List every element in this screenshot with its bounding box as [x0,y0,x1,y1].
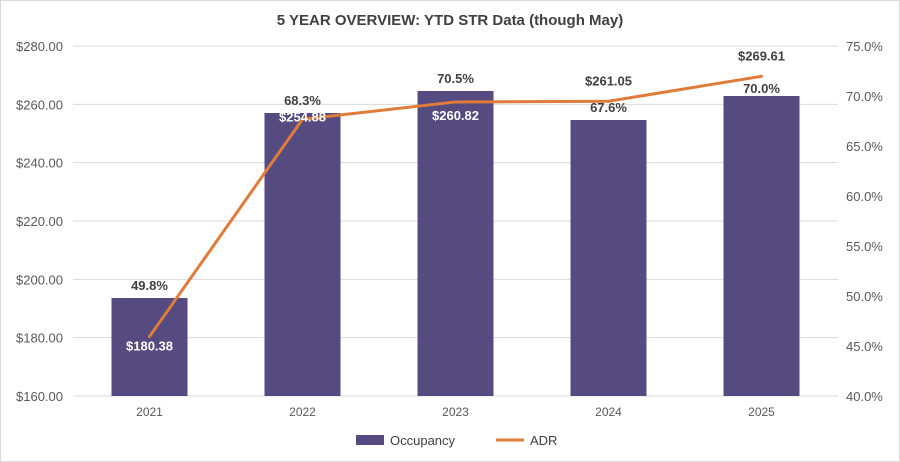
adr-point-2023 [454,100,457,104]
left-tick-label: $280.00 [16,39,63,54]
left-tick-label: $260.00 [16,97,63,112]
occupancy-label-2021: 49.8% [131,278,168,293]
bar-occupancy-2022 [264,113,341,396]
adr-point-2021 [148,335,151,339]
adr-label-2025: $269.61 [738,48,785,63]
left-tick-label: $180.00 [16,331,63,346]
right-tick-label: 75.0% [846,39,883,54]
adr-point-2022 [301,117,304,121]
legend-label-occupancy: Occupancy [390,433,456,448]
x-tick-label: 2023 [442,405,469,419]
left-axis-ticks: $160.00 $180.00 $200.00 $220.00 $240.00 $260.… [16,39,63,404]
bar-occupancy-2024 [570,120,647,396]
right-axis-ticks: 40.0% 45.0% 50.0% 55.0% 60.0% 65.0% 70.0% 75.0% [846,39,883,404]
occupancy-label-2024: 67.6% [590,100,627,115]
left-tick-label: $240.00 [16,156,63,171]
bar-occupancy-2021 [111,298,188,396]
x-tick-label: 2024 [595,405,622,419]
adr-label-2023: $260.82 [432,108,479,123]
legend: Occupancy ADR [356,433,557,448]
legend-label-adr: ADR [530,433,557,448]
right-tick-label: 40.0% [846,389,883,404]
x-axis-ticks: 2021 2022 2023 2024 2025 [136,405,775,419]
adr-label-2022: $254.88 [279,109,326,124]
right-tick-label: 45.0% [846,339,883,354]
right-tick-label: 60.0% [846,189,883,204]
right-tick-label: 70.0% [846,89,883,104]
x-tick-label: 2021 [136,405,163,419]
adr-label-2021: $180.38 [126,339,173,354]
occupancy-label-2025: 70.0% [743,81,780,96]
data-labels: 49.8% 68.3% 70.5% 67.6% 70.0% $180.38 $254.88 $… [126,48,785,353]
right-tick-label: 55.0% [846,239,883,254]
x-tick-label: 2022 [289,405,316,419]
adr-point-2024 [607,99,610,103]
x-tick-label: 2025 [748,405,775,419]
occupancy-bars [111,91,800,396]
occupancy-label-2022: 68.3% [284,93,321,108]
left-tick-label: $220.00 [16,214,63,229]
legend-swatch-occupancy [356,435,384,445]
adr-label-2024: $261.05 [585,73,632,88]
right-tick-label: 50.0% [846,289,883,304]
adr-point-2025 [760,74,763,78]
left-tick-label: $160.00 [16,389,63,404]
bar-occupancy-2023 [417,91,494,396]
right-tick-label: 65.0% [846,139,883,154]
adr-line [148,74,763,339]
occupancy-label-2023: 70.5% [437,71,474,86]
chart-title: 5 YEAR OVERVIEW: YTD STR Data (though Ma… [277,12,623,29]
bar-occupancy-2025 [723,96,800,396]
left-tick-label: $200.00 [16,272,63,287]
